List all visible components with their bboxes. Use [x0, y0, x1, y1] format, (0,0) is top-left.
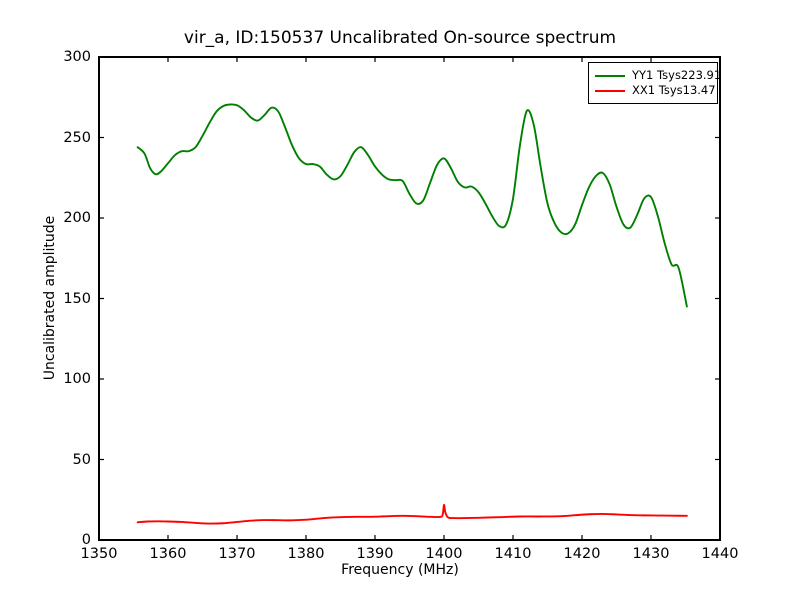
x-tick-label: 1420: [563, 546, 601, 562]
chart-title: vir_a, ID:150537 Uncalibrated On-source …: [183, 28, 617, 48]
series-line: [136, 503, 688, 525]
y-tick-label: 0: [81, 532, 91, 548]
legend-item: YY1 Tsys223.91: [595, 68, 721, 83]
axes-frame: [98, 56, 721, 541]
y-tick-label: 200: [63, 210, 91, 226]
legend-swatch-xx1: [595, 89, 625, 92]
y-tick-label: 50: [72, 451, 91, 468]
x-axis-label: Frequency (MHz): [341, 562, 459, 578]
x-tick-label: 1360: [149, 546, 187, 562]
y-tick-label: 150: [63, 290, 91, 307]
y-tick-label: 100: [63, 371, 91, 387]
x-tick-label: 1390: [356, 546, 394, 562]
x-axis-ticks: [98, 57, 721, 540]
legend-item: XX1 Tsys13.47: [595, 83, 716, 98]
x-tick-label: 1350: [80, 546, 118, 562]
legend-label-yy1: YY1 Tsys223.91: [632, 68, 722, 82]
legend-swatch-yy1: [595, 74, 625, 77]
x-tick-label: 1440: [701, 546, 739, 562]
legend-box: YY1 Tsys223.91 XX1 Tsys13.47: [588, 62, 721, 104]
x-tick-label: 1380: [287, 546, 325, 562]
y-axis-ticks: [99, 56, 720, 541]
series-line: [136, 103, 688, 308]
data-series-layer: [136, 103, 688, 525]
x-tick-label: 1370: [218, 546, 256, 562]
legend-label-xx1: XX1 Tsys13.47: [632, 83, 716, 97]
x-tick-label: 1400: [425, 546, 463, 562]
y-tick-label: 300: [63, 49, 91, 65]
x-tick-label: 1430: [632, 546, 670, 562]
y-tick-label: 250: [63, 129, 91, 146]
x-tick-label: 1410: [494, 546, 532, 562]
